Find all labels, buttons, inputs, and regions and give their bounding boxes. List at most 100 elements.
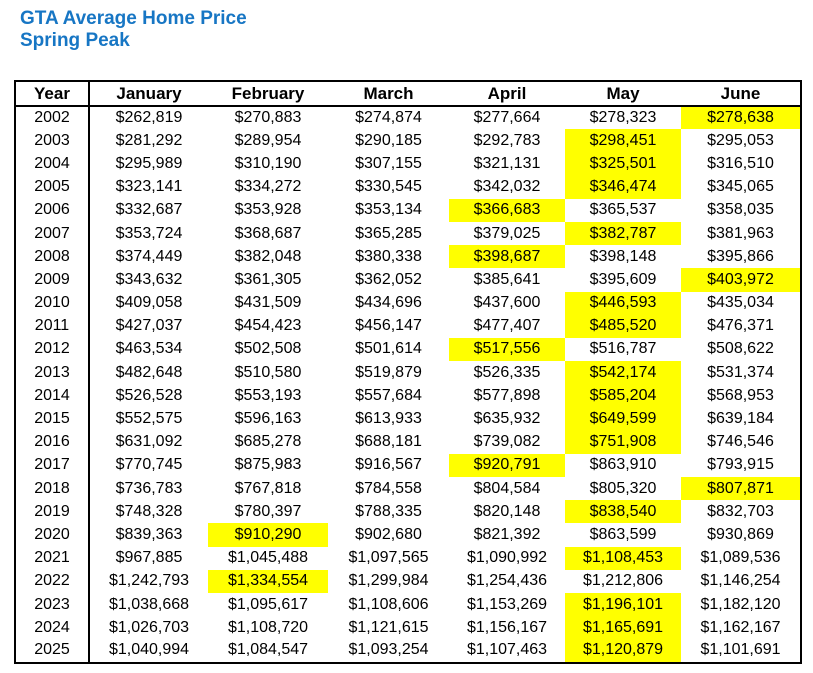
price-cell: $310,190 <box>234 154 302 172</box>
price-cell: $863,910 <box>589 456 657 474</box>
price-cell: $531,374 <box>707 363 774 381</box>
price-cell-peak: $382,787 <box>565 221 681 246</box>
price-cell: $502,508 <box>234 340 302 358</box>
price-cell: $278,323 <box>589 109 657 127</box>
price-cell: $639,184 <box>707 410 774 428</box>
price-cell: $345,065 <box>707 178 774 196</box>
price-cell: $552,575 <box>115 410 183 428</box>
table-row: 2016 $631,092 $685,278 $688,181 $739,082 $751… <box>15 430 801 454</box>
year-cell: 2007 <box>15 221 90 246</box>
price-cell: $1,038,668 <box>108 595 190 613</box>
table-row: 2019 $748,328 $780,397 $788,335 $820,148 $838… <box>15 500 801 524</box>
price-cell: $456,147 <box>355 317 422 335</box>
year-cell: 2003 <box>15 129 90 153</box>
price-cell: $821,392 <box>473 525 541 543</box>
price-cell: $434,696 <box>355 294 422 312</box>
price-cell-peak: $751,908 <box>565 430 681 454</box>
price-cell-peak: $298,451 <box>565 129 681 153</box>
price-cell: $381,963 <box>707 224 774 242</box>
year-cell: 2011 <box>15 314 90 338</box>
year-cell: 2020 <box>15 523 90 547</box>
price-cell: $1,095,617 <box>227 595 309 613</box>
price-cell: $916,567 <box>355 456 422 474</box>
price-cell-peak: $398,687 <box>449 245 565 269</box>
table-body: 2002 $262,819 $270,883 $274,874 $277,664 $278… <box>15 106 801 663</box>
price-cell: $295,053 <box>707 131 774 149</box>
price-cell: $748,328 <box>115 502 183 520</box>
year-cell: 2012 <box>15 337 90 362</box>
column-header-year: Year <box>15 81 90 107</box>
price-cell-peak: $1,120,879 <box>565 639 681 663</box>
price-cell: $967,885 <box>115 549 183 567</box>
year-cell: 2025 <box>15 639 90 663</box>
table-row: 2003 $281,292 $289,954 $290,185 $292,783 $298… <box>15 129 801 153</box>
price-cell: $290,185 <box>355 131 422 149</box>
price-cell: $1,254,436 <box>466 572 548 590</box>
column-header-april: April <box>449 81 565 107</box>
title-block: GTA Average Home Price Spring Peak <box>20 8 247 52</box>
year-cell: 2019 <box>15 500 90 524</box>
price-cell: $805,320 <box>589 479 657 497</box>
year-cell: 2005 <box>15 175 90 199</box>
price-cell: $804,584 <box>473 479 541 497</box>
price-cell: $1,089,536 <box>700 549 781 567</box>
price-cell: $930,869 <box>707 525 774 543</box>
price-cell: $1,242,793 <box>108 572 190 590</box>
column-header-january: January <box>89 81 208 107</box>
price-cell: $343,632 <box>115 270 183 288</box>
table-row: 2021 $967,885 $1,045,488 $1,097,565 $1,090,9… <box>15 546 801 570</box>
price-cell: $409,058 <box>115 294 183 312</box>
year-cell: 2022 <box>15 569 90 593</box>
price-cell: $902,680 <box>355 525 422 543</box>
price-cell: $353,928 <box>234 201 302 219</box>
year-cell: 2017 <box>15 453 90 477</box>
table-row: 2010 $409,058 $431,509 $434,696 $437,600 $446… <box>15 291 801 315</box>
year-cell: 2023 <box>15 592 90 617</box>
price-cell: $332,687 <box>115 201 183 219</box>
price-cell: $516,787 <box>589 340 657 358</box>
price-cell: $398,148 <box>589 247 657 265</box>
price-cell: $295,989 <box>115 154 183 172</box>
table-row: 2007 $353,724 $368,687 $365,285 $379,025 $382… <box>15 221 801 246</box>
price-cell: $1,121,615 <box>348 618 429 636</box>
table-row: 2004 $295,989 $310,190 $307,155 $321,131 $325… <box>15 152 801 176</box>
price-cell: $832,703 <box>707 502 774 520</box>
table-row: 2005 $323,141 $334,272 $330,545 $342,032 $346… <box>15 175 801 199</box>
header-row: Year January February March April May Ju… <box>15 81 801 107</box>
price-cell: $342,032 <box>473 178 541 196</box>
price-cell: $1,097,565 <box>348 549 429 567</box>
price-cell: $321,131 <box>473 154 541 172</box>
year-cell: 2002 <box>15 106 90 130</box>
price-cell: $334,272 <box>234 178 302 196</box>
table-row: 2015 $552,575 $596,163 $613,933 $635,932 $649… <box>15 407 801 431</box>
year-cell: 2016 <box>15 430 90 454</box>
price-cell: $365,285 <box>355 224 422 242</box>
year-cell: 2010 <box>15 291 90 315</box>
price-cell-peak: $366,683 <box>449 198 565 222</box>
price-cell: $510,580 <box>234 363 302 381</box>
price-cell: $1,299,984 <box>348 572 429 590</box>
price-cell: $784,558 <box>355 479 422 497</box>
year-cell: 2008 <box>15 245 90 269</box>
price-cell: $274,874 <box>355 109 422 127</box>
price-cell: $1,108,720 <box>227 618 309 636</box>
price-cell-peak: $485,520 <box>565 314 681 338</box>
price-cell: $477,407 <box>473 317 541 335</box>
price-cell: $330,545 <box>355 178 422 196</box>
price-cell-peak: $1,108,453 <box>565 546 681 570</box>
price-cell: $631,092 <box>115 433 183 451</box>
price-cell: $374,449 <box>115 247 183 265</box>
price-cell: $736,783 <box>115 479 183 497</box>
column-header-may: May <box>565 81 681 107</box>
year-cell: 2009 <box>15 268 90 292</box>
price-cell: $1,093,254 <box>348 641 429 659</box>
price-cell: $281,292 <box>115 131 183 149</box>
price-cell: $277,664 <box>473 109 541 127</box>
price-cell: $368,687 <box>234 224 302 242</box>
price-cell: $508,622 <box>707 340 774 358</box>
price-cell: $380,338 <box>355 247 422 265</box>
price-cell: $553,193 <box>234 386 302 404</box>
price-cell: $307,155 <box>355 154 422 172</box>
table-row: 2002 $262,819 $270,883 $274,874 $277,664 $278… <box>15 106 801 130</box>
table-row: 2013 $482,648 $510,580 $519,879 $526,335 $542… <box>15 361 801 385</box>
